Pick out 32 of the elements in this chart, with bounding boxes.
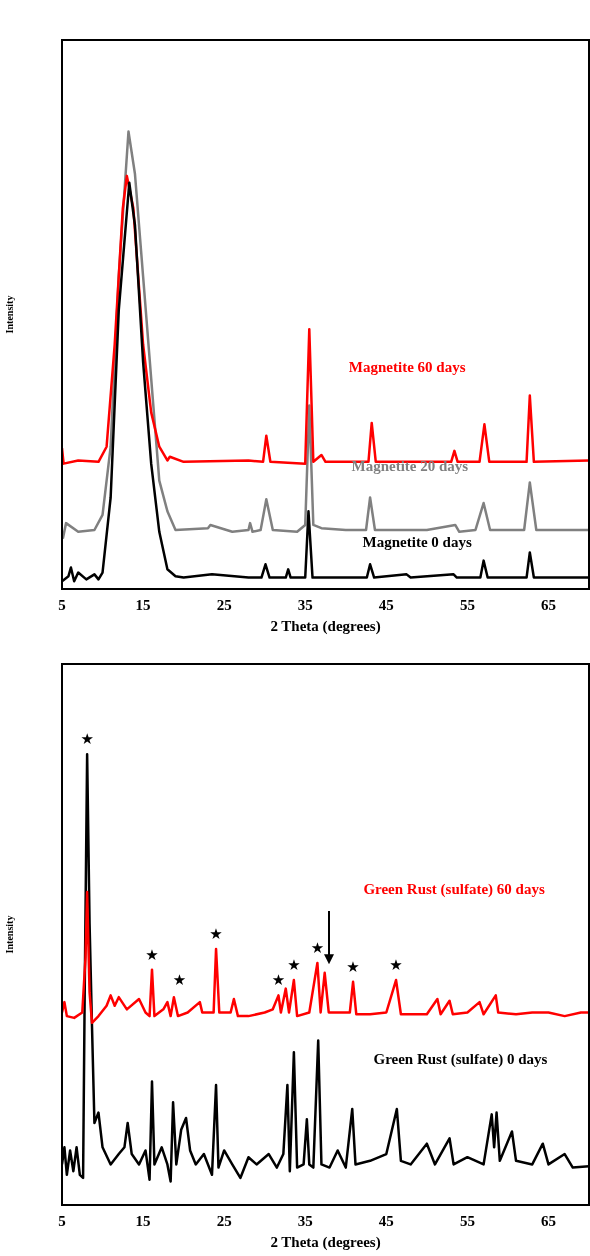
series-label: Magnetite 0 days [362, 533, 472, 550]
x-tick-label: 45 [378, 1212, 394, 1229]
annotation: ★ [80, 730, 94, 749]
x-tick-label: 35 [297, 1212, 313, 1229]
x-tick-label: 65 [540, 1212, 556, 1229]
text: Magnetite 60 days [348, 359, 466, 376]
x-tick-label: 35 [297, 596, 313, 613]
x-axis-title: 2 Theta (degrees) [270, 617, 381, 635]
series-label: Magnetite 20 days [351, 458, 469, 474]
y-axis-title: Intensity [3, 295, 15, 334]
annotation: ★ [389, 955, 403, 974]
x-tick-label: 5 [58, 596, 66, 613]
annotation: ★ [310, 938, 325, 957]
annotation: ★ [346, 957, 360, 976]
annotation: ★ [172, 971, 187, 990]
annotation: ★ [271, 971, 286, 990]
x-tick-label: 65 [540, 596, 556, 613]
x-tick-label: 15 [135, 596, 151, 613]
x-tick-label: 45 [378, 596, 394, 613]
x-axis-title: 2 Theta (degrees) [270, 1233, 381, 1251]
x-tick-label: 25 [216, 1212, 232, 1229]
x-tick-label: 55 [459, 1212, 475, 1229]
annotation: ★ [209, 924, 223, 943]
x-tick-label: 15 [135, 1212, 151, 1229]
annotation: ★ [287, 955, 301, 974]
x-tick-label: 25 [216, 596, 232, 613]
x-tick-label: 5 [58, 1212, 66, 1229]
text: Green Rust (sulfate) 0 days [373, 1050, 548, 1068]
y-axis-title: Intensity [3, 915, 15, 954]
x-tick-label: 55 [459, 596, 475, 613]
text: Green Rust (sulfate) 60 days [363, 881, 545, 899]
annotation: ★ [145, 945, 159, 964]
